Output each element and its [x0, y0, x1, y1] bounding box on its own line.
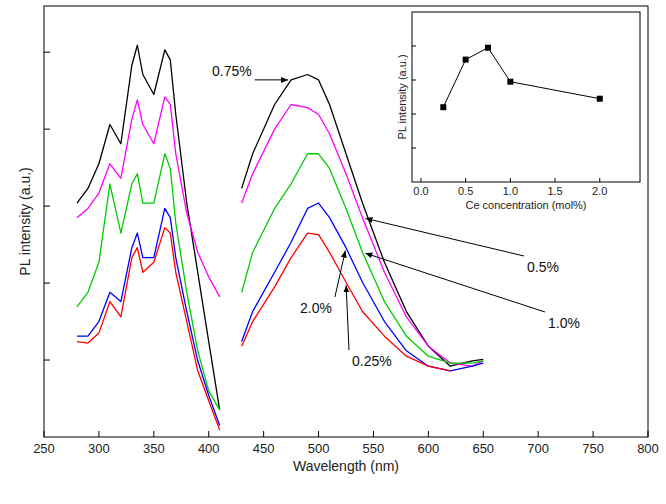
inset-x-tick	[420, 178, 421, 182]
y-tick	[44, 283, 50, 284]
series-label: 0.25%	[352, 353, 392, 369]
inset-marker	[507, 79, 513, 85]
x-tick	[373, 431, 374, 437]
x-tick-label: 350	[143, 441, 165, 456]
x-tick-label: 500	[308, 441, 330, 456]
inset-marker	[463, 57, 469, 63]
label-arrow	[365, 253, 545, 312]
series-label: 2.0%	[300, 300, 332, 316]
x-tick-label: 550	[363, 441, 385, 456]
inset-y-tick	[412, 80, 416, 81]
x-tick-label: 750	[582, 441, 604, 456]
inset-y-tick	[412, 114, 416, 115]
inset-frame	[412, 12, 640, 182]
y-tick	[44, 360, 50, 361]
inset-x-tick	[555, 178, 556, 182]
x-tick	[648, 431, 649, 437]
y-axis-title: PL intensity (a.u.)	[17, 167, 33, 275]
series-label: 0.5%	[527, 259, 559, 275]
x-tick-label: 250	[33, 441, 55, 456]
inset-line	[443, 48, 599, 107]
series-line	[77, 203, 483, 425]
label-arrow	[255, 79, 288, 80]
inset-y-axis-title: PL intensity (a.u.)	[396, 54, 408, 139]
series-line	[77, 228, 450, 430]
y-tick	[44, 206, 50, 207]
x-tick-label: 650	[472, 441, 494, 456]
x-tick	[318, 431, 319, 437]
x-tick	[98, 431, 99, 437]
x-tick	[263, 431, 264, 437]
x-tick-label: 700	[527, 441, 549, 456]
x-axis-title: Wavelength (nm)	[293, 458, 399, 474]
inset-x-tick	[465, 178, 466, 182]
inset-x-tick-label: 0.0	[413, 185, 428, 197]
inset-marker	[440, 104, 446, 110]
inset-x-tick-label: 2.0	[592, 185, 607, 197]
inset-y-tick	[412, 148, 416, 149]
label-arrow	[335, 251, 345, 297]
inset-marker	[597, 96, 603, 102]
chart: 250 300 350 400 450 500 550 600 650 700 750 800 Wave…	[0, 0, 666, 504]
inset-x-tick-label: 1.5	[547, 185, 562, 197]
x-tick-label: 400	[198, 441, 220, 456]
y-tick	[44, 129, 50, 130]
x-tick	[483, 431, 484, 437]
x-tick	[153, 431, 154, 437]
inset-plot-area	[440, 45, 602, 111]
x-tick-label: 300	[88, 441, 110, 456]
x-tick	[538, 431, 539, 437]
x-tick	[593, 431, 594, 437]
series-line	[77, 154, 483, 410]
inset-x-tick-label: 1.0	[503, 185, 518, 197]
label-arrow	[346, 285, 349, 350]
label-arrow	[365, 218, 524, 256]
inset-x-tick	[599, 178, 600, 182]
x-tick-label: 600	[418, 441, 440, 456]
x-tick-label: 800	[637, 441, 659, 456]
inset-x-tick-label: 0.5	[458, 185, 473, 197]
x-tick	[44, 431, 45, 437]
x-tick	[428, 431, 429, 437]
inset-y-tick	[412, 46, 416, 47]
x-tick-label: 450	[253, 441, 275, 456]
y-tick	[44, 52, 50, 53]
x-tick	[208, 431, 209, 437]
series-label: 0.75%	[212, 63, 252, 79]
plot-frame	[44, 6, 648, 437]
inset-marker	[485, 45, 491, 51]
series-label: 1.0%	[548, 315, 580, 331]
inset-x-axis-title: Ce concentration (mol%)	[465, 199, 586, 211]
inset-x-tick	[510, 178, 511, 182]
